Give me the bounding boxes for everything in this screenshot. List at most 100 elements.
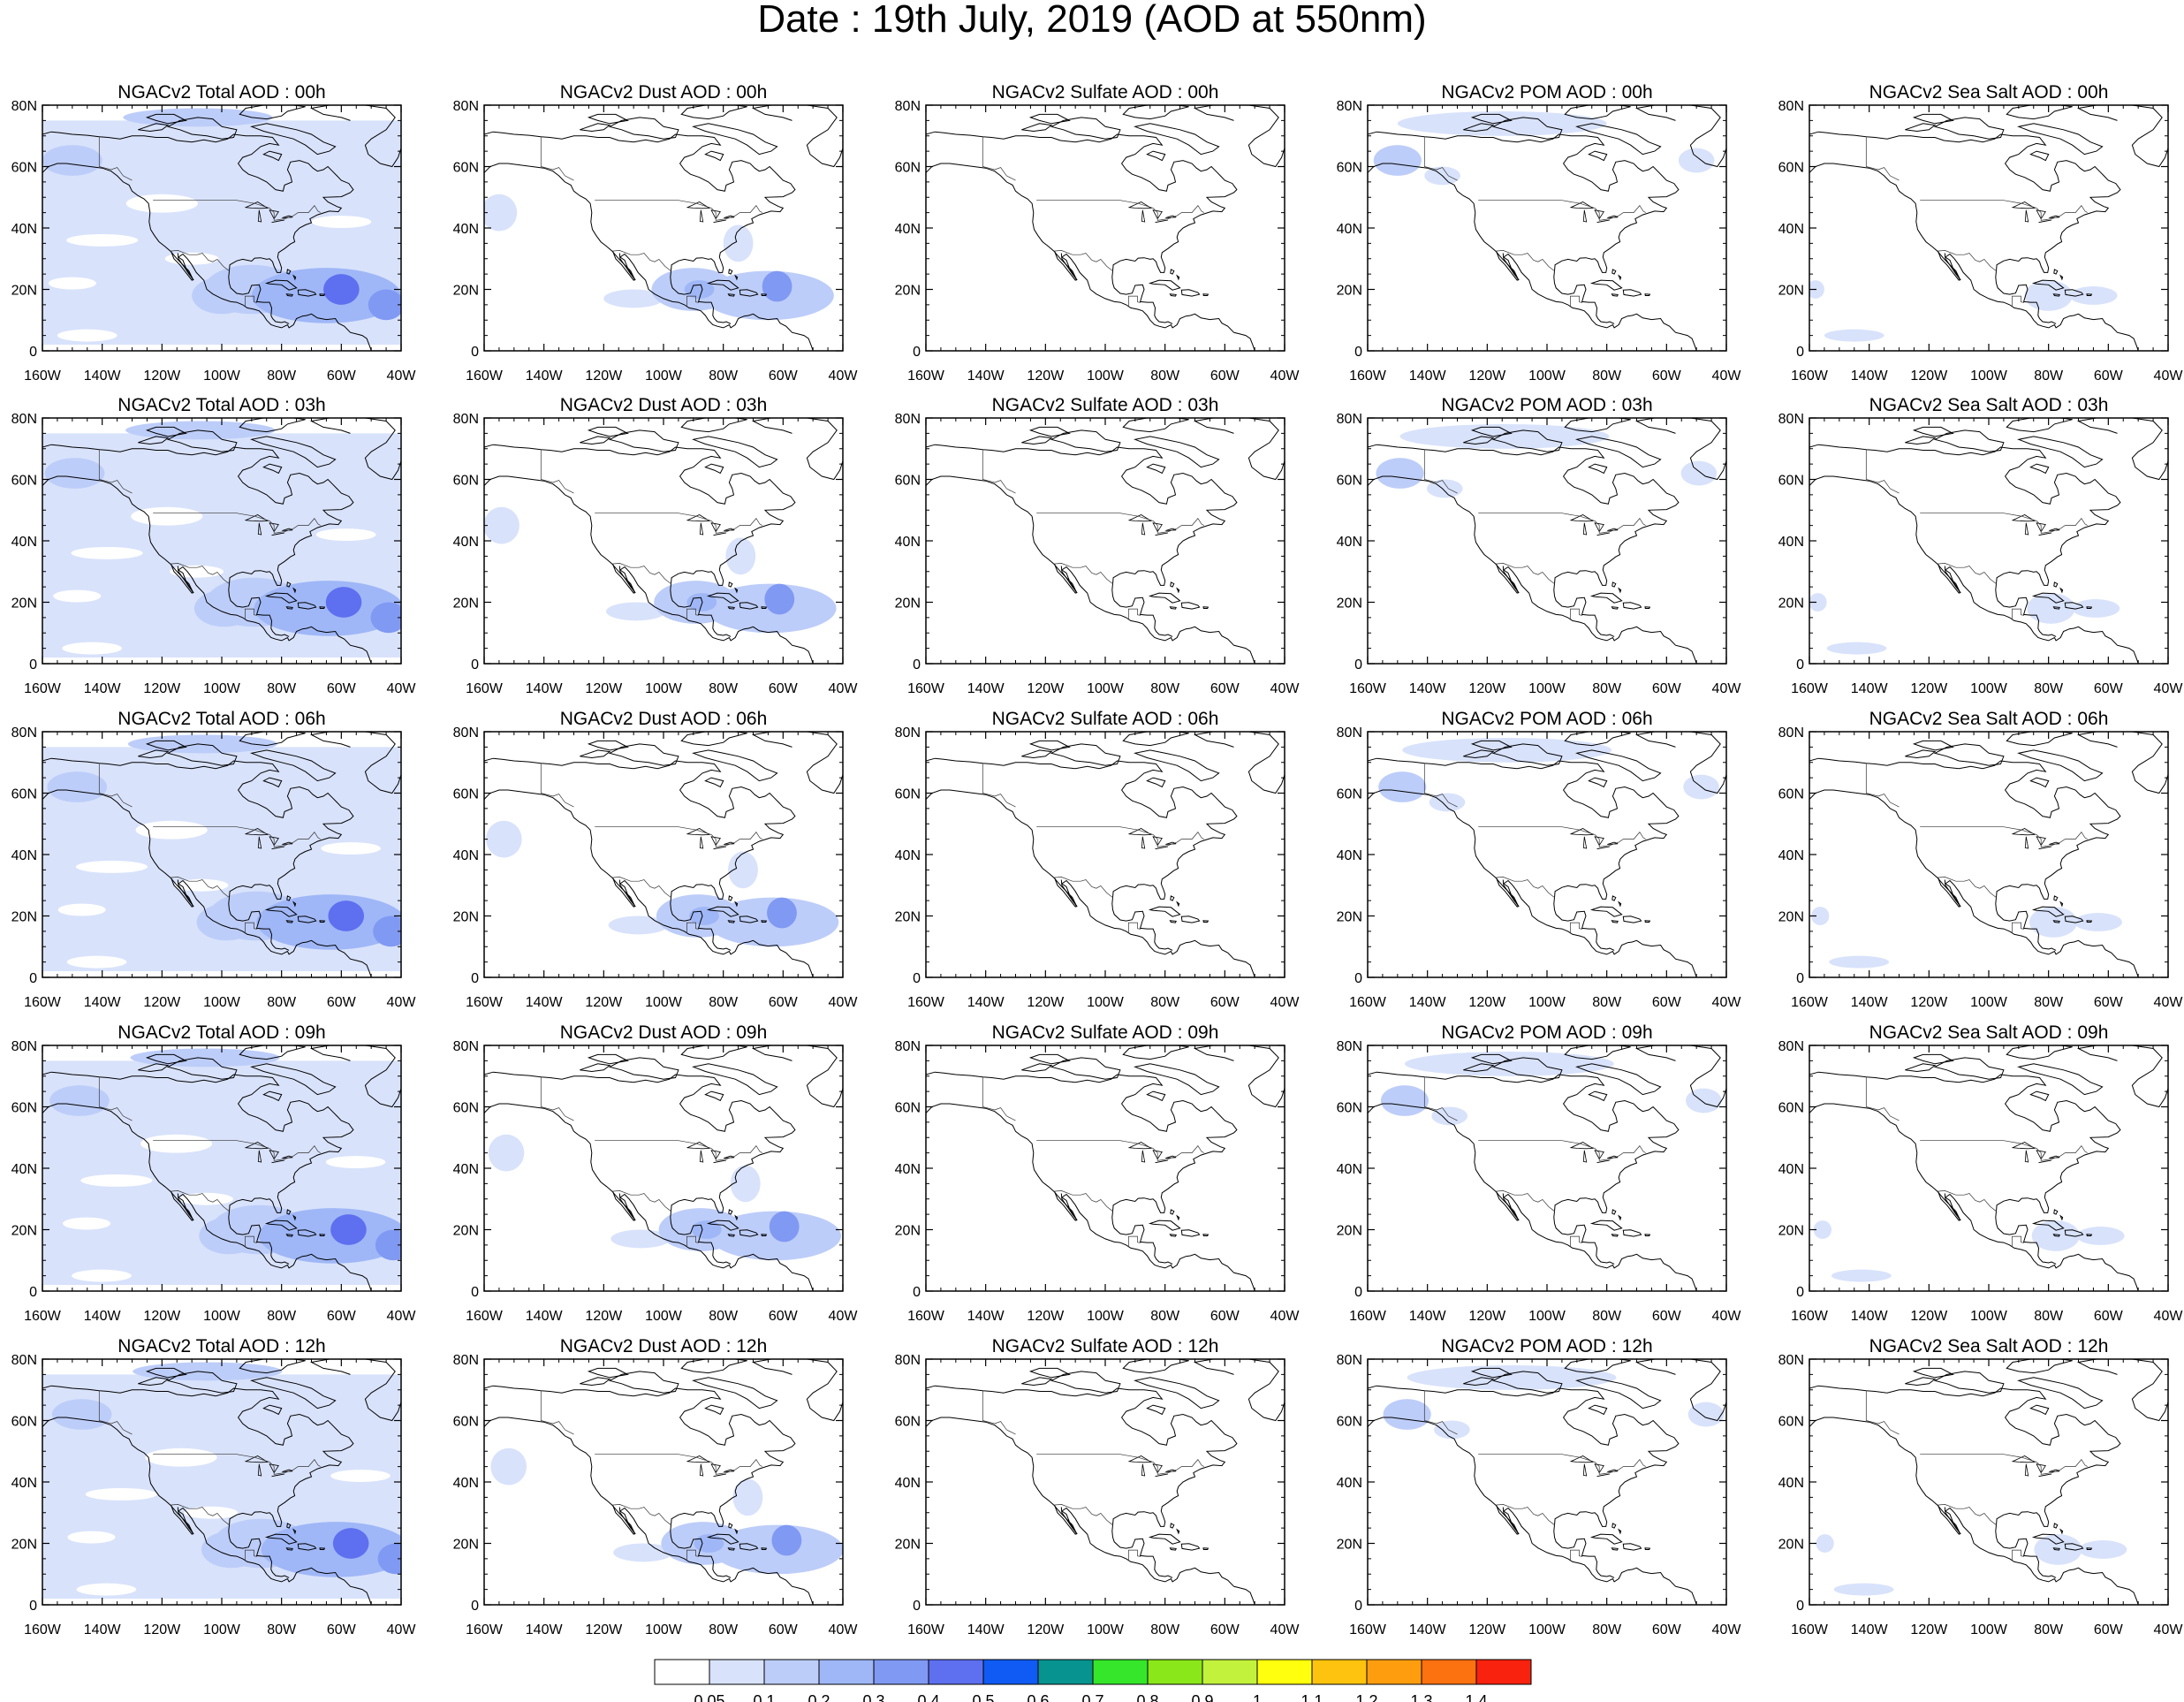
aod-shading (1809, 1359, 2168, 1605)
aod-clear-region (80, 1174, 153, 1187)
aod-blob (1399, 423, 1610, 449)
lon-tick-label: 60W (327, 681, 357, 696)
aod-blob (1829, 955, 1889, 969)
lat-tick-label: 0 (913, 1285, 921, 1300)
lon-tick-label: 60W (1210, 1622, 1240, 1637)
lon-tick-label: 100W (203, 995, 241, 1010)
lat-tick-label: 40N (1778, 222, 1804, 237)
lat-tick-label: 0 (29, 1599, 37, 1614)
lon-tick-label: 160W (24, 1309, 62, 1324)
aod-blob (201, 1531, 262, 1569)
aod-blob (373, 916, 401, 947)
lon-tick-label: 140W (1851, 369, 1889, 384)
lat-tick-label: 40N (11, 1162, 37, 1177)
lat-tick-label: 80N (1778, 1353, 1804, 1368)
lat-tick-label: 60N (1778, 161, 1804, 176)
lon-tick-label: 100W (1528, 369, 1566, 384)
aod-blob (130, 1048, 280, 1068)
coastlines (42, 1359, 401, 1605)
colorbar-label: 0.1 (753, 1692, 775, 1702)
aod-shading (484, 105, 843, 351)
lat-tick-label: 60N (1337, 1415, 1362, 1430)
colorbar-cell (818, 1659, 875, 1685)
aod-blob (764, 583, 795, 615)
panel-title: NGACv2 Sea Salt AOD : 12h (1869, 1336, 2109, 1356)
coastlines (42, 105, 401, 351)
coastlines (1809, 1045, 2168, 1291)
aod-blob (686, 593, 717, 612)
political-borders (1423, 763, 1646, 933)
lon-tick-label: 120W (1468, 1309, 1506, 1324)
colorbar-label: 0.3 (862, 1692, 884, 1702)
aod-shading (1368, 1359, 1726, 1605)
colorbar-cell (1092, 1659, 1149, 1685)
panel-title: NGACv2 Total AOD : 09h (118, 1022, 325, 1043)
lon-tick-label: 60W (1652, 995, 1682, 1010)
coastlines (926, 732, 1285, 977)
lon-tick-label: 60W (1210, 1309, 1240, 1324)
lat-tick-label: 20N (11, 596, 37, 612)
aod-shading (484, 418, 843, 664)
lon-tick-label: 60W (1210, 681, 1240, 696)
panel-title: NGACv2 Sulfate AOD : 12h (992, 1336, 1219, 1356)
aod-blob (723, 224, 754, 262)
aod-blob (2069, 286, 2118, 305)
panel-title: NGACv2 POM AOD : 00h (1441, 82, 1652, 103)
aod-blob (1378, 771, 1427, 802)
lat-tick-label: 80N (1778, 412, 1804, 427)
lon-tick-label: 60W (327, 1622, 357, 1637)
lat-tick-label: 0 (1354, 1599, 1362, 1614)
aod-blob (684, 280, 715, 299)
coastlines (1809, 418, 2168, 664)
panel-title: NGACv2 Sulfate AOD : 00h (992, 82, 1219, 103)
panel-title: NGACv2 Dust AOD : 06h (560, 709, 768, 729)
aod-clear-region (76, 1583, 137, 1596)
lat-tick-label: 20N (11, 910, 37, 925)
lat-tick-label: 40N (453, 848, 479, 863)
political-borders (1423, 1390, 1646, 1561)
lon-tick-label: 120W (1468, 995, 1506, 1010)
lon-tick-label: 120W (143, 681, 181, 696)
lon-tick-label: 100W (1970, 1309, 2008, 1324)
lon-tick-label: 100W (1970, 369, 2008, 384)
aod-shading (42, 1359, 401, 1605)
lon-tick-label: 120W (143, 995, 181, 1010)
lat-tick-label: 60N (453, 1415, 479, 1430)
political-borders (98, 1390, 321, 1561)
panel-title: NGACv2 Sulfate AOD : 03h (992, 395, 1219, 415)
lat-tick-label: 20N (1778, 284, 1804, 299)
lat-tick-label: 60N (11, 1101, 37, 1116)
lon-tick-label: 160W (1791, 995, 1829, 1010)
lon-tick-label: 100W (1528, 1309, 1566, 1324)
coastlines (484, 105, 843, 351)
aod-blob (47, 771, 108, 802)
lat-tick-label: 20N (1337, 596, 1362, 612)
lon-tick-label: 60W (1652, 369, 1682, 384)
colorbar-cell (1475, 1659, 1532, 1685)
aod-blob (1826, 642, 1887, 655)
lon-tick-label: 80W (1592, 1622, 1622, 1637)
lon-tick-label: 40W (829, 1309, 859, 1324)
aod-blob (484, 506, 519, 544)
lon-tick-label: 60W (1210, 369, 1240, 384)
lon-tick-label: 40W (2154, 681, 2184, 696)
colorbar-label: 0.7 (1081, 1692, 1103, 1702)
aod-blob (730, 1165, 761, 1203)
colorbar-cell (1037, 1659, 1094, 1685)
lat-tick-label: 40N (1337, 848, 1362, 863)
lon-tick-label: 160W (24, 369, 62, 384)
aod-blob (606, 602, 666, 621)
lon-tick-label: 60W (769, 369, 799, 384)
coastlines (484, 1045, 843, 1291)
lon-tick-label: 100W (645, 1309, 683, 1324)
lon-tick-label: 80W (1150, 369, 1180, 384)
aod-clear-region (131, 506, 203, 526)
lon-tick-label: 140W (1851, 1309, 1889, 1324)
aod-blob (1431, 1106, 1468, 1126)
aod-shading (1368, 732, 1726, 977)
lon-tick-label: 140W (1409, 1309, 1447, 1324)
lon-tick-label: 160W (1791, 681, 1829, 696)
aod-blob (1685, 1088, 1722, 1113)
aod-clear-region (325, 1156, 386, 1169)
aod-blob (375, 1229, 401, 1261)
